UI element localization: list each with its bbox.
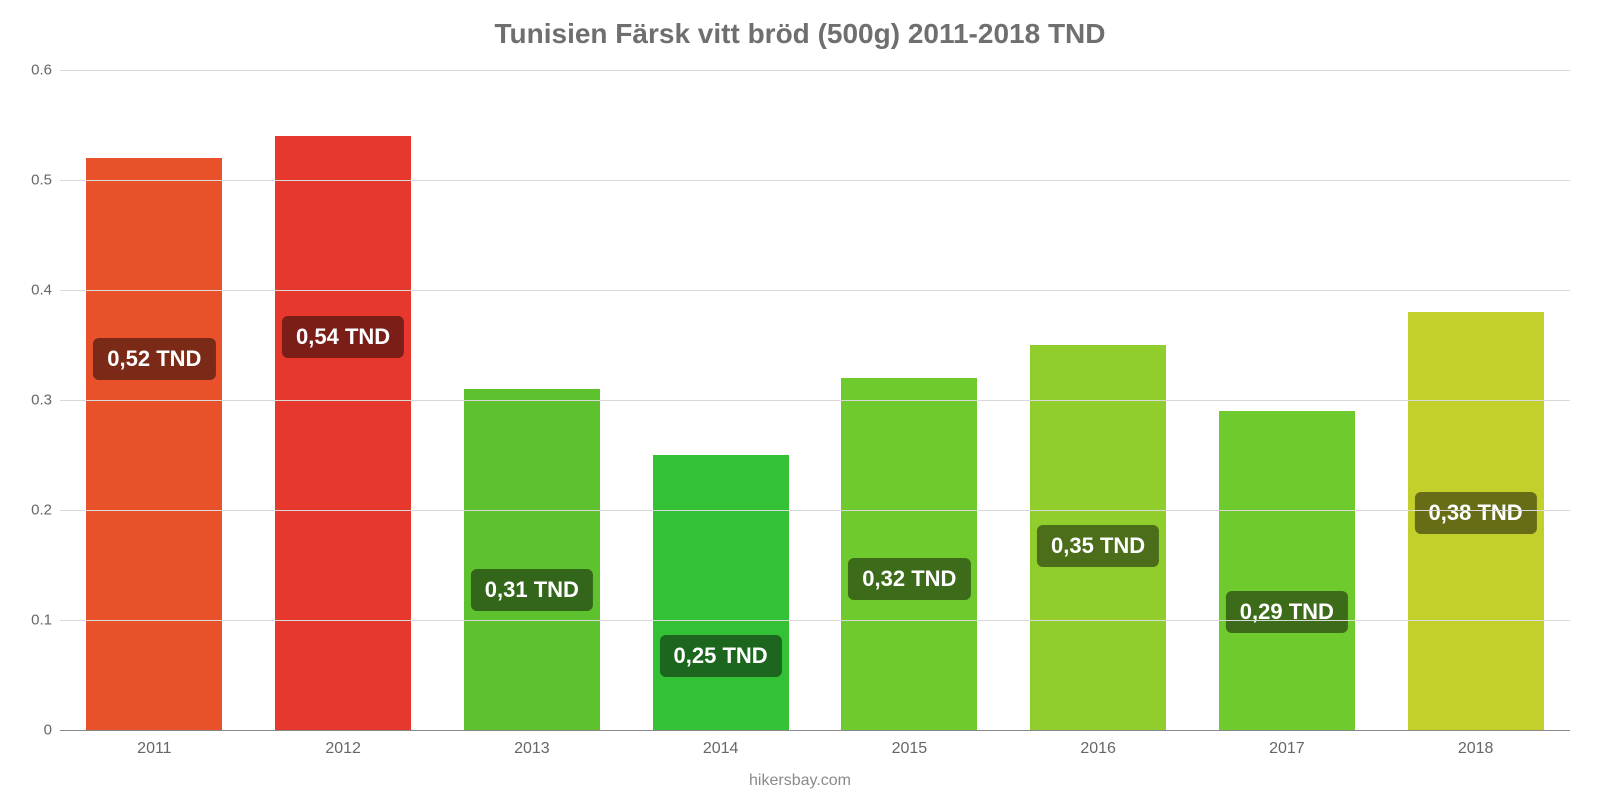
value-badge: 0,31 TND [471,569,593,611]
x-tick-label: 2016 [1080,730,1116,758]
y-tick-label: 0 [44,722,60,739]
y-tick-label: 0.1 [31,612,60,629]
y-tick-label: 0.6 [31,62,60,79]
plot-area: 0,52 TND20110,54 TND20120,31 TND20130,25… [60,70,1570,730]
bar [1219,411,1355,730]
value-badge: 0,54 TND [282,316,404,358]
value-badge: 0,29 TND [1226,591,1348,633]
x-tick-label: 2012 [325,730,361,758]
chart-title: Tunisien Färsk vitt bröd (500g) 2011-201… [0,0,1600,50]
value-badge: 0,38 TND [1415,492,1537,534]
gridline [60,70,1570,71]
bar [464,389,600,730]
chart-footer: hikersbay.com [0,772,1600,790]
bar [841,378,977,730]
gridline [60,290,1570,291]
x-tick-label: 2018 [1458,730,1494,758]
x-tick-label: 2014 [703,730,739,758]
value-badge: 0,32 TND [848,558,970,600]
x-tick-label: 2013 [514,730,550,758]
bar [653,455,789,730]
y-tick-label: 0.4 [31,282,60,299]
bar [86,158,222,730]
gridline [60,180,1570,181]
axis-baseline [60,730,1570,731]
gridline [60,620,1570,621]
chart-container: Tunisien Färsk vitt bröd (500g) 2011-201… [0,0,1600,800]
y-tick-label: 0.2 [31,502,60,519]
x-tick-label: 2017 [1269,730,1305,758]
y-tick-label: 0.3 [31,392,60,409]
value-badge: 0,52 TND [93,338,215,380]
value-badge: 0,25 TND [660,635,782,677]
x-tick-label: 2011 [137,730,171,758]
bar [275,136,411,730]
x-tick-label: 2015 [892,730,928,758]
y-tick-label: 0.5 [31,172,60,189]
value-badge: 0,35 TND [1037,525,1159,567]
gridline [60,510,1570,511]
gridline [60,400,1570,401]
